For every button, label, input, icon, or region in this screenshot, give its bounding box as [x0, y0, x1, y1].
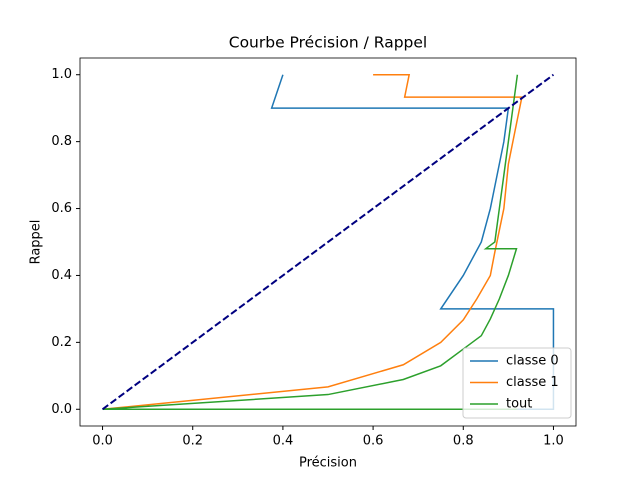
x-axis-label: Précision	[299, 456, 357, 471]
y-tick-label: 0.2	[51, 335, 72, 350]
legend-label: classe 1	[506, 375, 559, 390]
x-tick-label: 0.2	[182, 434, 203, 449]
legend-label: classe 0	[506, 354, 559, 369]
y-axis-label: Rappel	[29, 220, 44, 265]
x-tick-label: 1.0	[543, 434, 564, 449]
y-tick-label: 1.0	[51, 67, 72, 82]
chart-title: Courbe Précision / Rappel	[229, 34, 428, 52]
diagonal-line	[101, 73, 555, 411]
x-tick-label: 0.8	[453, 434, 474, 449]
x-tick-label: 0.4	[273, 434, 294, 449]
plot-frame	[79, 57, 577, 427]
y-tick-label: 0.4	[51, 268, 72, 283]
x-tick-label: 0.0	[92, 434, 113, 449]
line-series	[102, 73, 523, 411]
legend-box	[462, 347, 572, 419]
x-tick-label: 0.6	[363, 434, 384, 449]
y-tick-label: 0.8	[51, 134, 72, 149]
legend-label: tout	[506, 397, 532, 412]
y-tick-label: 0.0	[51, 402, 72, 417]
y-tick-label: 0.6	[51, 201, 72, 216]
line-series	[102, 74, 519, 411]
line-series	[102, 74, 555, 411]
